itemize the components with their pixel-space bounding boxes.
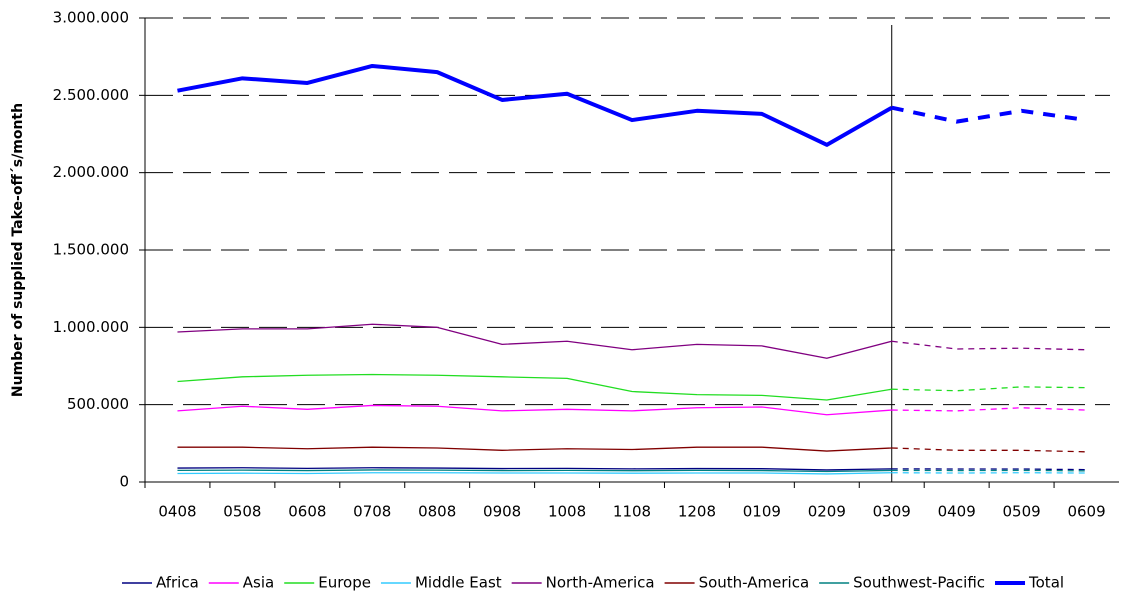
y-tick-label: 0 [119,473,129,491]
x-tick-label: 1108 [613,503,651,521]
series-line [177,323,892,359]
legend-label: Middle East [415,574,502,592]
x-tick-label: 0509 [1003,503,1041,521]
y-tick-label: 1.500.000 [53,241,129,259]
x-tick-label: 0708 [353,503,391,521]
x-tick-label: 0808 [418,503,456,521]
series-line [177,469,892,473]
y-axis-label: Number of supplied Take-off´s/month [10,103,26,397]
y-tick-label: 3.000.000 [53,9,129,27]
x-tick-label: 0109 [743,503,781,521]
series-line-forecast [891,105,1087,124]
legend-label: North-America [546,574,655,592]
series-line-forecast [891,468,1087,471]
series-line-forecast [891,407,1087,412]
series-line-forecast [891,340,1087,351]
y-tick-label: 500.000 [67,395,129,413]
y-tick-label: 1.000.000 [53,318,129,336]
x-tick-label: 1208 [678,503,716,521]
series-line [177,373,892,401]
y-tick-label: 2.000.000 [53,163,129,181]
legend-label: Asia [243,574,274,592]
legend-label: Africa [156,574,199,592]
legend-label: Total [1028,574,1064,592]
y-tick-label: 2.500.000 [53,86,129,104]
x-tick-label: 0209 [808,503,846,521]
x-tick-label: 0309 [873,503,911,521]
x-tick-label: 0508 [223,503,261,521]
x-tick-label: 0409 [938,503,976,521]
legend-label: Europe [318,574,371,592]
legend-label: South-America [699,574,810,592]
x-tick-label: 0608 [288,503,326,521]
x-tick-label: 0408 [158,503,196,521]
x-tick-label: 1008 [548,503,586,521]
series-line [177,63,893,147]
series-line-forecast [891,447,1087,453]
series-line [177,467,892,471]
x-tick-label: 0609 [1067,503,1105,521]
x-tick-label: 0908 [483,503,521,521]
series-line [177,472,892,475]
legend-label: Southwest-Pacific [853,574,985,592]
series-line [177,404,892,416]
series-line-forecast [891,386,1087,392]
series-line [177,446,892,452]
